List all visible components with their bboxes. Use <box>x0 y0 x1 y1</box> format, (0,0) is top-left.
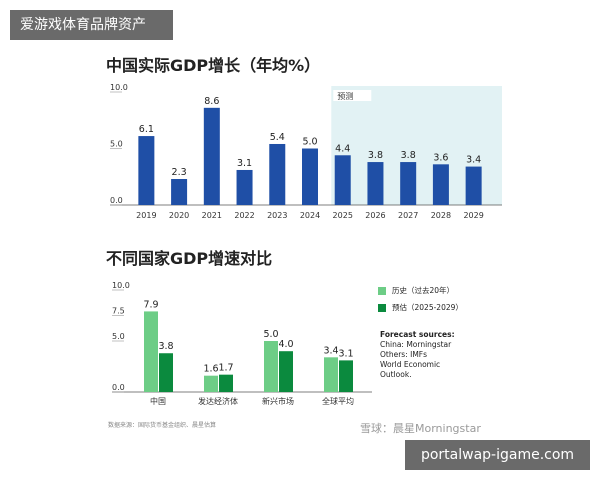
bar-发达经济体-s0 <box>204 375 218 392</box>
bar-2028 <box>432 164 449 205</box>
sources-line: Others: IMFs <box>380 350 428 359</box>
bar-2020 <box>171 179 188 205</box>
x-tick-label: 2025 <box>333 211 353 220</box>
bar-value-label: 3.1 <box>237 158 252 169</box>
bar-value-label: 3.8 <box>158 341 173 352</box>
bar-2023 <box>269 143 286 205</box>
forecast-label-box <box>333 90 372 101</box>
y-tick-label: 10.0 <box>112 281 130 290</box>
legend-item-forecast: 预估（2025-2029） <box>378 302 463 313</box>
bar-value-label: 5.0 <box>263 329 278 340</box>
bar-2026 <box>367 162 384 205</box>
platform-credit: 雪球：晨星Morningstar <box>360 422 481 435</box>
chart2-legend: 历史（过去20年） 预估（2025-2029） <box>378 285 463 319</box>
y-tick-label: 5.0 <box>110 140 123 149</box>
x-tick-label: 2021 <box>202 211 222 220</box>
bar-发达经济体-s1 <box>219 374 233 392</box>
y-tick-label: 0.0 <box>112 383 125 392</box>
bar-value-label: 4.4 <box>335 143 350 154</box>
legend-swatch-forecast <box>378 303 386 312</box>
x-tick-label: 2023 <box>267 211 287 220</box>
bar-全球平均-s1 <box>339 360 353 392</box>
bar-value-label: 3.1 <box>338 348 353 359</box>
legend-label-forecast: 预估（2025-2029） <box>392 303 463 312</box>
x-tick-label: 2028 <box>431 211 451 220</box>
forecast-label: 预测 <box>337 91 353 101</box>
y-tick-label: 0.0 <box>110 196 123 205</box>
x-tick-label: 2024 <box>300 211 320 220</box>
watermark-top: 爱游戏体育品牌资产 <box>10 10 173 40</box>
x-tick-label: 发达经济体 <box>198 396 238 406</box>
bar-value-label: 1.7 <box>218 363 233 374</box>
bar-value-label: 3.8 <box>401 150 416 161</box>
bar-2021 <box>203 107 220 205</box>
bar-value-label: 2.3 <box>172 167 187 178</box>
legend-item-history: 历史（过去20年） <box>378 285 463 296</box>
x-tick-label: 2029 <box>463 211 483 220</box>
bar-2025 <box>334 155 351 205</box>
bar-2019 <box>138 136 155 205</box>
bar-value-label: 3.8 <box>368 150 383 161</box>
bar-新兴市场-s1 <box>279 351 293 392</box>
sources-line: Outlook. <box>380 370 412 379</box>
x-tick-label: 中国 <box>150 396 166 406</box>
bar-value-label: 6.1 <box>139 124 154 135</box>
y-tick-label: 10.0 <box>110 83 128 92</box>
bar-value-label: 4.0 <box>278 339 293 350</box>
bar-2022 <box>236 169 253 205</box>
bar-2024 <box>302 148 318 205</box>
x-tick-label: 2022 <box>234 211 254 220</box>
chart1-title: 中国实际GDP增长（年均%） <box>106 56 321 75</box>
x-tick-label: 2027 <box>398 211 418 220</box>
bar-全球平均-s0 <box>324 357 338 392</box>
bar-新兴市场-s0 <box>264 341 278 392</box>
bar-value-label: 3.4 <box>466 155 481 166</box>
bar-value-label: 3.4 <box>323 345 338 356</box>
bar-value-label: 8.6 <box>204 96 219 107</box>
y-tick-label: 5.0 <box>112 332 125 341</box>
x-tick-label: 全球平均 <box>322 396 354 406</box>
bar-value-label: 5.4 <box>270 132 285 143</box>
x-tick-label: 新兴市场 <box>262 396 294 406</box>
bar-中国-s1 <box>159 353 173 392</box>
y-tick-label: 7.5 <box>112 307 125 316</box>
legend-label-history: 历史（过去20年） <box>392 286 455 295</box>
x-tick-label: 2020 <box>169 211 189 220</box>
bar-value-label: 3.6 <box>433 152 448 163</box>
sources-title: Forecast sources: <box>380 330 455 339</box>
forecast-sources: Forecast sources: China: Morningstar Oth… <box>380 330 455 380</box>
bar-value-label: 1.6 <box>203 364 218 375</box>
bar-value-label: 7.9 <box>143 299 158 310</box>
bar-2029 <box>465 166 482 205</box>
sources-line: China: Morningstar <box>380 340 452 349</box>
data-source-footnote: 数据来源：国际货币基金组织、晨星估算 <box>108 422 217 429</box>
bar-2027 <box>400 162 417 205</box>
legend-swatch-history <box>378 286 386 295</box>
bar-value-label: 5.0 <box>302 137 317 148</box>
x-tick-label: 2019 <box>136 211 156 220</box>
chart2-title: 不同国家GDP增速对比 <box>106 249 273 268</box>
bar-中国-s0 <box>144 311 158 392</box>
sources-line: World Economic <box>380 360 441 369</box>
watermark-bottom: portalwap-igame.com <box>405 440 590 470</box>
x-tick-label: 2026 <box>365 211 385 220</box>
